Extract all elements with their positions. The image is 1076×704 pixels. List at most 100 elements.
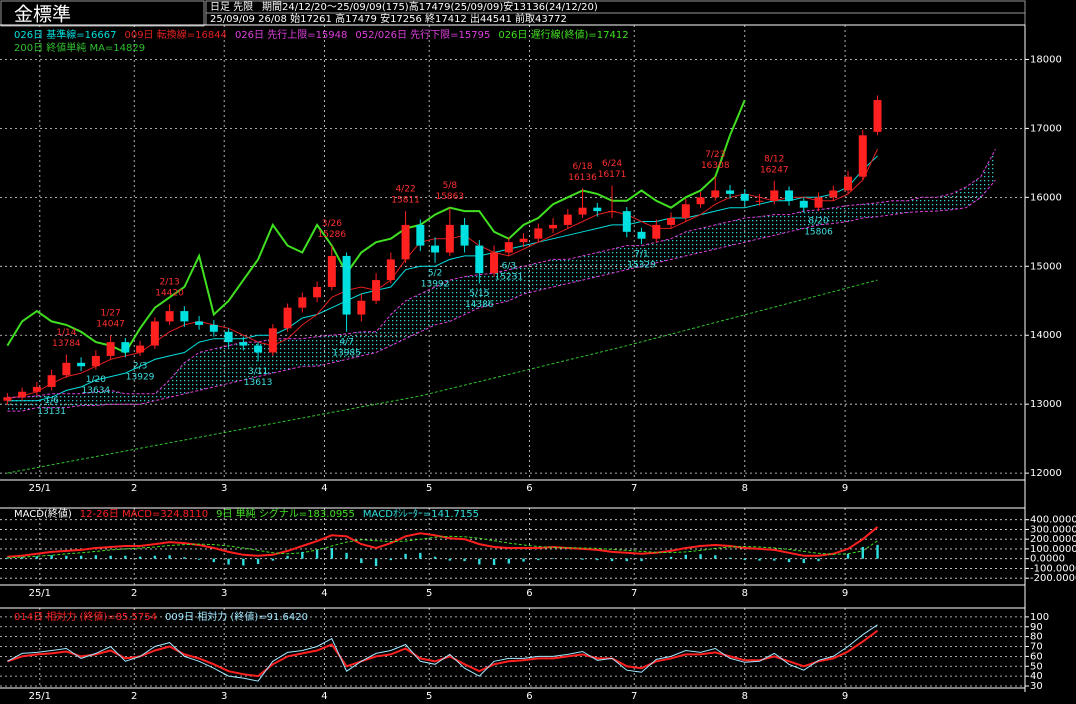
candle-body: [416, 224, 425, 246]
series-line: [7, 535, 878, 559]
high-label-date: 1/27: [101, 309, 121, 319]
low-label-price: 13929: [126, 372, 155, 382]
histogram-bar: [183, 557, 186, 559]
candle-body: [136, 345, 145, 353]
candle-body: [814, 197, 823, 208]
candle-body: [785, 190, 794, 201]
candle-body: [195, 321, 204, 325]
histogram-bar: [227, 558, 230, 565]
candle-body: [578, 207, 587, 215]
candle-body: [622, 211, 631, 232]
y-tick-label: 18000: [1030, 54, 1062, 65]
histogram-bar: [20, 557, 24, 559]
x-tick-label: 2: [131, 483, 137, 494]
candle-body: [150, 321, 159, 346]
low-label-price: 15806: [804, 228, 833, 238]
x-tick-label: 5: [426, 483, 432, 494]
histogram-bar: [168, 555, 171, 559]
histogram-bar: [419, 552, 422, 559]
histogram-bar: [286, 555, 289, 559]
x-tick-label: 6: [526, 691, 532, 702]
legend-entry: 009日 転換線=16844: [124, 28, 226, 41]
low-label-date: 5/2: [428, 268, 442, 278]
x-tick-label: 4: [321, 588, 327, 599]
x-tick-label: 6: [526, 588, 532, 599]
low-label-price: 13634: [82, 386, 111, 396]
y-tick-label: 30: [1030, 681, 1043, 692]
candle-body: [386, 259, 395, 281]
high-label-date: 1/14: [56, 328, 76, 338]
histogram-bar: [138, 556, 142, 559]
histogram-bar: [758, 558, 761, 561]
high-label-date: 7/23: [705, 150, 725, 160]
candle-body: [106, 342, 115, 356]
histogram-bar: [684, 554, 687, 559]
histogram-bar: [94, 555, 98, 559]
x-tick-label: 2: [131, 588, 137, 599]
y-tick-label: 14000: [1030, 330, 1062, 341]
histogram-bar: [522, 558, 525, 562]
candle-body: [121, 342, 130, 353]
histogram-bar: [404, 553, 407, 559]
low-label-date: 4/7: [339, 337, 353, 347]
candle-body: [475, 245, 484, 274]
histogram-bar: [728, 557, 732, 559]
x-tick-label: 8: [742, 483, 748, 494]
candle-body: [681, 204, 690, 219]
x-tick-label: 3: [221, 588, 227, 599]
high-label-date: 6/18: [572, 162, 592, 172]
y-tick-label: 0.0000: [1030, 554, 1065, 565]
histogram-bar: [6, 557, 9, 559]
y-tick-label: 70: [1030, 642, 1043, 653]
x-tick-label: 8: [742, 691, 748, 702]
x-tick-label: 9: [842, 483, 848, 494]
candle-body: [3, 397, 12, 401]
x-tick-label: 5: [426, 588, 432, 599]
histogram-bar: [492, 558, 496, 566]
y-tick-label: 50: [1030, 661, 1043, 672]
high-label-price: 15863: [435, 192, 464, 202]
x-tick-label: 5: [426, 691, 432, 702]
histogram-bar: [35, 556, 39, 559]
candle-body: [858, 135, 867, 177]
low-label-date: 3/11: [248, 367, 268, 377]
histogram-bar: [581, 558, 584, 560]
high-label-date: 3/26: [322, 219, 342, 229]
y-tick-label: 17000: [1030, 123, 1062, 134]
high-label-price: 15811: [391, 196, 420, 206]
candle-body: [829, 190, 838, 198]
histogram-bar: [699, 554, 702, 559]
x-tick-label: 7: [631, 691, 637, 702]
candle-body: [593, 207, 602, 212]
legend-entry: 026日 基準線=16667: [14, 28, 116, 41]
histogram-bar: [714, 555, 717, 559]
x-tick-label: 2: [131, 691, 137, 702]
histogram-bar: [389, 558, 393, 561]
x-tick-label: 4: [321, 691, 327, 702]
candle-body: [91, 355, 100, 367]
legend-entry: 026日 遅行線(終値)=17412: [498, 28, 628, 41]
x-tick-label: 9: [842, 588, 848, 599]
histogram-bar: [507, 558, 511, 564]
candle-body: [283, 307, 292, 329]
y-tick-label: 90: [1030, 622, 1043, 633]
legend-entry: 009日 相対力 (終値)=91.6420: [165, 610, 308, 623]
series-line: [7, 526, 879, 558]
candle-body: [608, 211, 617, 213]
latest-info: 25/09/09 26/08 始17261 高17479 安17256 終174…: [210, 12, 567, 25]
candle-body: [519, 238, 528, 243]
legend-entry: 014日 相対力 (終値)=85.5754: [14, 610, 157, 623]
low-label-price: 13985: [332, 348, 361, 358]
high-label-date: 6/24: [602, 159, 622, 169]
title-box: [0, 0, 205, 27]
histogram-bar: [197, 558, 201, 560]
high-label-price: 14420: [155, 289, 184, 299]
high-label-price: 13784: [52, 339, 81, 349]
x-tick-label: 6: [526, 483, 532, 494]
candle-body: [549, 224, 558, 229]
y-tick-label: -200.0000: [1030, 573, 1076, 584]
histogram-bar: [669, 556, 673, 559]
candle-body: [445, 224, 454, 253]
high-label-price: 16171: [598, 170, 627, 180]
